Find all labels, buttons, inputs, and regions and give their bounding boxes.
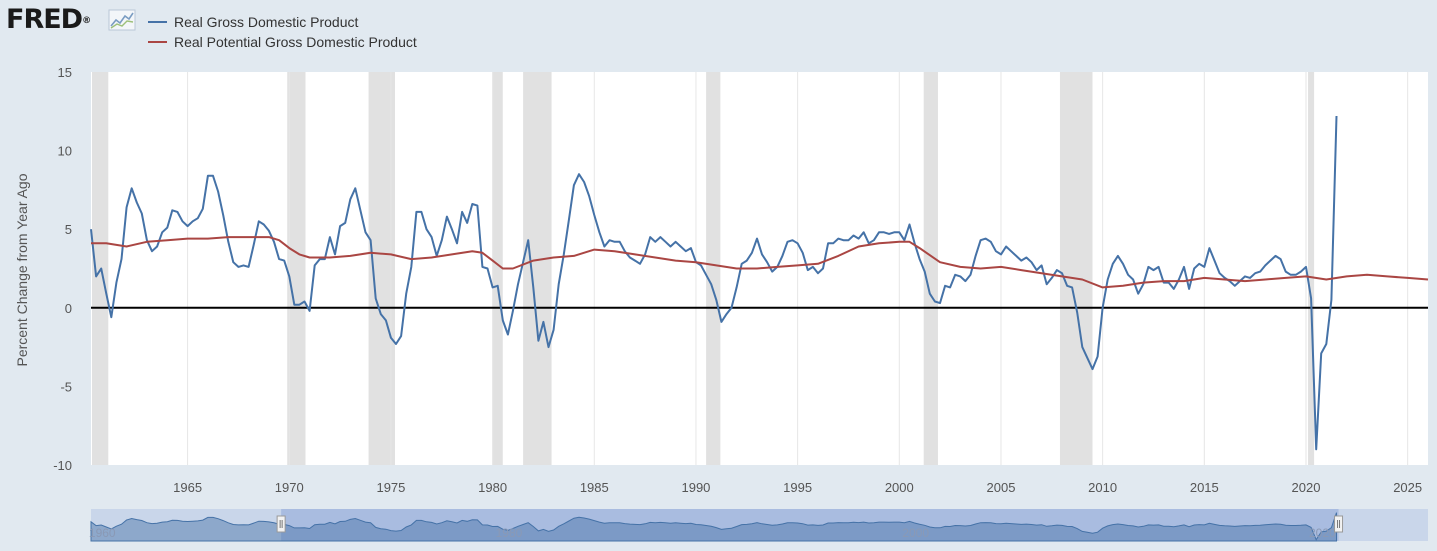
- navigator-handle-right[interactable]: [1334, 515, 1344, 533]
- x-tick-label: 1995: [783, 480, 812, 495]
- logo-registered-mark: ®: [82, 16, 91, 26]
- x-tick-label: 2000: [885, 480, 914, 495]
- recession-band: [492, 72, 503, 465]
- recession-band: [1059, 72, 1093, 465]
- legend-item-gdp[interactable]: Real Gross Domestic Product: [148, 12, 417, 32]
- y-tick-label: 10: [58, 144, 72, 159]
- logo-text: FRED: [6, 4, 83, 35]
- legend-item-potential[interactable]: Real Potential Gross Domestic Product: [148, 32, 417, 52]
- navigator-label: 2020: [1309, 526, 1336, 540]
- recession-band: [1308, 72, 1315, 465]
- legend-label-gdp: Real Gross Domestic Product: [174, 14, 359, 30]
- navigator-label: 2000: [902, 526, 929, 540]
- x-tick-label: 1970: [275, 480, 304, 495]
- y-tick-label: 5: [65, 222, 72, 237]
- legend-swatch-potential: [148, 41, 167, 43]
- potential-gdp-line: [91, 236, 1429, 289]
- x-tick-label: 1975: [376, 480, 405, 495]
- y-tick-label: 0: [65, 301, 72, 316]
- fred-logo[interactable]: FRED®: [6, 4, 91, 35]
- y-tick-label: -10: [53, 458, 72, 473]
- x-tick-label: 2005: [987, 480, 1016, 495]
- recession-band: [706, 72, 721, 465]
- line-chart-icon: [108, 9, 136, 31]
- x-tick-label: 1965: [173, 480, 202, 495]
- navigator-label: 1980: [496, 526, 523, 540]
- y-tick-label: -5: [60, 379, 72, 394]
- plot-layer: 1965 1970 1975 1980 1985 1990 1995 2000 2005 2010…: [53, 65, 1429, 495]
- legend: Real Gross Domestic Product Real Potenti…: [148, 12, 417, 52]
- x-tick-label: 2020: [1292, 480, 1321, 495]
- recession-band: [523, 72, 552, 465]
- x-tick-label: 2025: [1393, 480, 1422, 495]
- x-tick-label: 2010: [1088, 480, 1117, 495]
- gdp-line: [90, 115, 1338, 451]
- x-tick-label: 2015: [1190, 480, 1219, 495]
- navigator-series: [90, 512, 1337, 542]
- x-tick-label: 1985: [580, 480, 609, 495]
- navigator-handle-left[interactable]: [276, 515, 286, 533]
- x-tick-label: 1990: [681, 480, 710, 495]
- navigator-label: 1960: [89, 526, 116, 540]
- recession-band: [923, 72, 938, 465]
- legend-swatch-gdp: [148, 21, 167, 23]
- x-tick-label: 1980: [478, 480, 507, 495]
- y-tick-label: 15: [58, 65, 72, 80]
- navigator[interactable]: 1960 1980 2000 2020: [89, 509, 1428, 542]
- recession-band: [287, 72, 306, 465]
- legend-label-potential: Real Potential Gross Domestic Product: [174, 34, 417, 50]
